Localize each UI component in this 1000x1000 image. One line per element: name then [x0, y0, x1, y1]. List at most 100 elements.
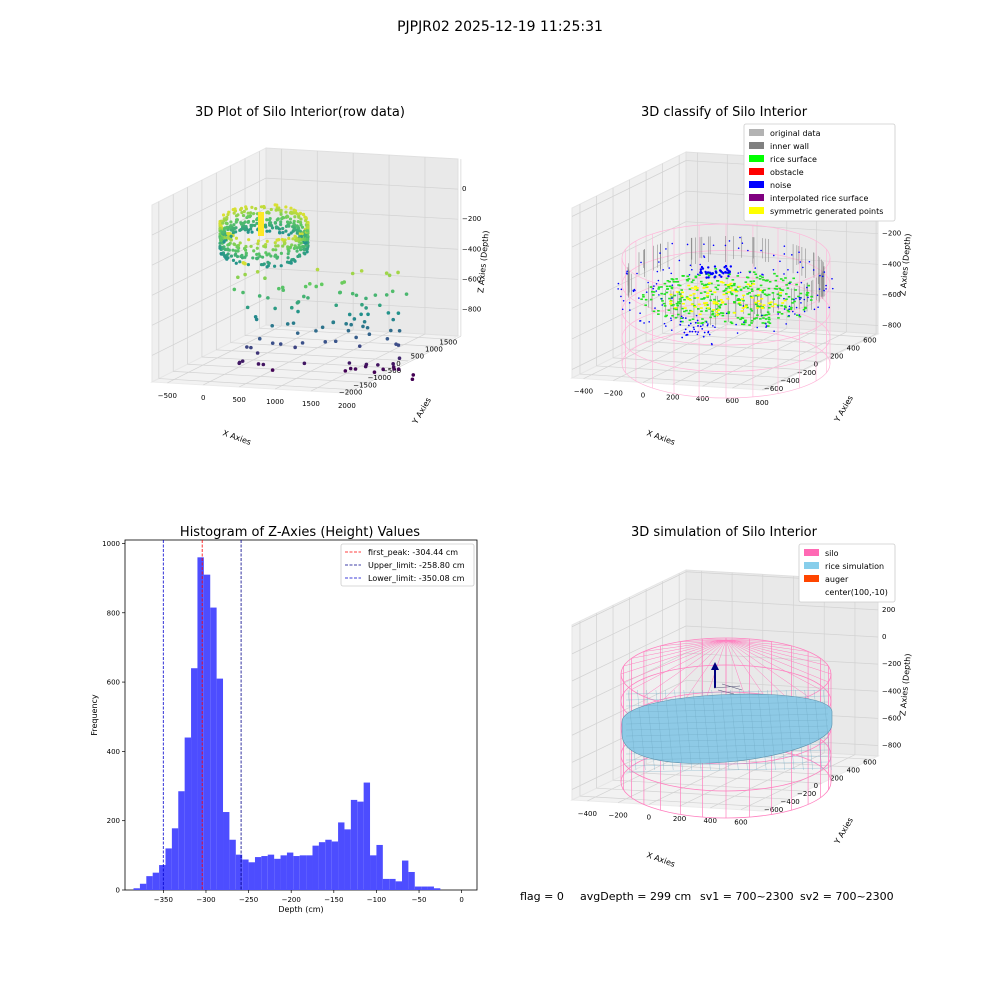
symmetric-point	[742, 294, 746, 297]
rice-mesh-line	[730, 689, 739, 771]
ring-point	[285, 220, 290, 224]
symmetric-point	[695, 296, 699, 299]
raw-point	[359, 312, 363, 317]
raw-point	[315, 267, 320, 272]
raw-point	[338, 290, 343, 295]
raw-point	[385, 336, 390, 341]
rice-surface-point	[722, 290, 726, 292]
noise-point	[728, 240, 731, 242]
ring-point	[281, 244, 285, 248]
ring-point	[304, 216, 308, 220]
symmetric-point	[712, 309, 716, 311]
rice-surface-point	[767, 287, 771, 290]
noise-point	[617, 282, 620, 285]
raw-point	[384, 293, 389, 297]
grid-line	[571, 160, 687, 217]
ring-point	[246, 219, 251, 224]
ring-point	[276, 244, 280, 248]
ring-point	[239, 222, 243, 226]
noise-point	[798, 251, 800, 253]
simulation-legend-label: auger	[825, 575, 849, 584]
rice-mesh-line	[625, 731, 829, 737]
rice-surface-point	[766, 279, 769, 282]
rice-surface-point	[761, 290, 764, 292]
ring-point	[231, 258, 236, 262]
raw-point	[303, 284, 308, 289]
rice-surface-point	[736, 299, 740, 302]
ring-point	[242, 209, 246, 214]
noise-point	[773, 330, 775, 333]
noise-point	[725, 267, 729, 270]
ring-point	[252, 249, 256, 253]
ring-point	[229, 238, 233, 242]
ring-point	[299, 223, 303, 227]
rice-surface-point	[675, 302, 679, 305]
y-tick-label: 200	[830, 774, 843, 782]
simulation-legend-swatch	[804, 549, 819, 556]
raw-point	[411, 373, 416, 377]
ring-point	[240, 211, 244, 215]
raw-point	[273, 306, 277, 311]
hist-bar	[306, 855, 313, 890]
x-tick-label: 800	[755, 399, 768, 407]
rice-surface-point	[749, 280, 753, 283]
noise-point	[699, 268, 703, 271]
rice-surface-point	[763, 289, 766, 291]
rice-mesh-line	[625, 701, 829, 707]
noise-point	[699, 263, 702, 266]
noise-point	[799, 298, 801, 301]
hist-bar	[357, 801, 364, 890]
hist-bar	[242, 859, 249, 890]
silo-roof-line	[725, 639, 809, 697]
ring-point	[250, 205, 254, 209]
rice-surface-point	[727, 312, 730, 315]
raw-point	[278, 342, 283, 346]
noise-point	[772, 254, 775, 257]
noise-point	[705, 276, 708, 279]
ring-point	[229, 234, 233, 238]
y-tick-label: 800	[107, 609, 120, 617]
ring-point	[271, 248, 275, 252]
symmetric-point	[669, 300, 673, 303]
hist-bar	[389, 878, 396, 890]
raw-point	[314, 329, 318, 333]
rice-surface-point	[780, 313, 784, 315]
ring-point	[255, 246, 259, 250]
noise-point	[668, 267, 670, 269]
ring-point	[289, 261, 293, 265]
rice-surface-point	[681, 307, 684, 310]
x-axis-label: X Axies	[645, 428, 676, 447]
symmetric-point	[687, 284, 691, 287]
simulation-legend-label: silo	[825, 549, 839, 558]
noise-point	[785, 323, 787, 325]
ring-point	[293, 215, 297, 219]
rice-surface-point	[693, 304, 696, 307]
rice-surface-point	[644, 298, 648, 301]
grid-line	[346, 335, 462, 394]
symmetric-point	[690, 303, 694, 306]
ring-point	[225, 215, 229, 219]
ring-point	[298, 237, 302, 241]
noise-point	[697, 325, 699, 327]
raw-point	[255, 351, 260, 355]
rice-surface-point	[761, 291, 765, 294]
raw-point	[300, 341, 305, 345]
symmetric-point	[708, 282, 712, 284]
grid-line	[571, 190, 687, 248]
ring-point	[298, 211, 303, 216]
classify-legend-label: obstacle	[770, 168, 804, 177]
silo-roof-line	[631, 639, 727, 690]
raw-point	[347, 361, 352, 365]
noise-point	[683, 331, 686, 334]
raw-point	[384, 271, 389, 276]
rice-surface-point	[739, 304, 742, 306]
rice-surface-point	[675, 308, 678, 311]
ring-point	[218, 221, 222, 226]
ring-point	[232, 242, 237, 247]
raw-point	[257, 294, 262, 298]
rice-surface-point	[675, 278, 678, 280]
panel4-3d-simulation: −400 −200 0 200 400 600−600−400−2000200400600…	[570, 543, 913, 869]
ring-point	[305, 229, 309, 233]
symmetric-point	[729, 282, 733, 285]
silo-roof-line	[631, 639, 727, 659]
